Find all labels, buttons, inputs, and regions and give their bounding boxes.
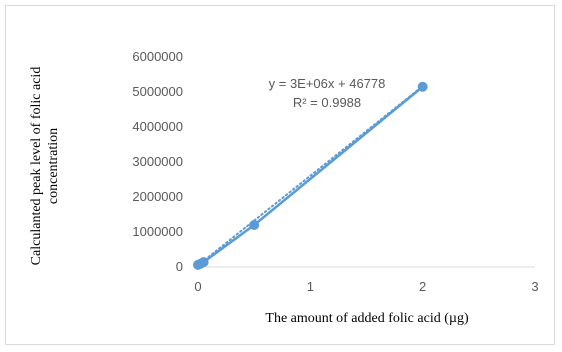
y-tick-label: 3000000	[132, 154, 183, 169]
y-tick-label: 4000000	[132, 119, 183, 134]
y-axis-title-line2: concentration	[46, 128, 61, 204]
chart-frame	[5, 5, 555, 345]
plot-area	[193, 81, 428, 270]
y-axis-title-line1: Calculanted peak level of folic acid	[29, 67, 44, 266]
y-tick-label: 2000000	[132, 189, 183, 204]
data-point	[249, 220, 260, 230]
y-tick-label: 1000000	[132, 224, 183, 239]
x-tick-label: 1	[307, 279, 314, 294]
trendline-r-squared: R² = 0.9988	[293, 95, 361, 110]
y-tick-label: 6000000	[132, 49, 183, 64]
y-tick-label: 5000000	[132, 84, 183, 99]
x-tick-label: 0	[194, 279, 201, 294]
data-point	[198, 257, 209, 268]
x-tick-label: 2	[419, 279, 426, 294]
trendline-equation: y = 3E+06x + 46778	[269, 76, 386, 91]
x-axis-ticks: 0 1 2 3	[194, 279, 538, 294]
trendline	[197, 85, 424, 267]
data-point	[417, 81, 428, 92]
y-tick-label: 0	[176, 259, 183, 274]
x-tick-label: 3	[531, 279, 538, 294]
x-axis-title: The amount of added folic acid (µg)	[265, 311, 469, 326]
y-axis-ticks: 0 1000000 2000000 3000000 4000000 5000000 6000…	[132, 49, 183, 274]
